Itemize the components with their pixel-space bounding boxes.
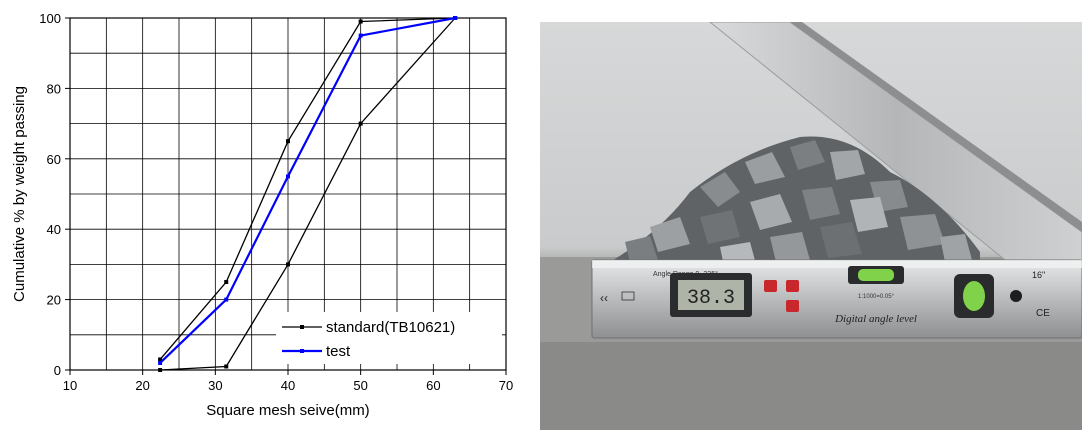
data-point-upper-bound (224, 280, 229, 284)
vertical-vial (963, 281, 985, 311)
x-axis-title: Square mesh seive(mm) (206, 402, 369, 419)
data-point-lower-bound (224, 364, 229, 369)
lcd-reading: 38.3 (687, 287, 735, 310)
series-line-measured (159, 16, 456, 364)
series-line-upper-bound (159, 17, 456, 360)
lcd-screen (678, 280, 744, 310)
battery-icon (621, 291, 635, 301)
y-tick-label: 100 (39, 11, 61, 26)
ruler-arm-edge (790, 22, 1082, 232)
mode-button (786, 300, 799, 312)
brand-text: Digital angle level (834, 313, 917, 325)
x-tick-label: 40 (281, 378, 295, 393)
y-axis-title: Cumulative % by weight passing (11, 86, 28, 302)
y-tick-label: 40 (47, 222, 61, 237)
grading-curve-chart: 10 20 30 40 50 60 70 0 20 40 60 80 100 Square mesh s… (0, 0, 530, 431)
legend-marker-standard (300, 325, 304, 329)
chart-svg: 10 20 30 40 50 60 70 0 20 40 60 80 100 Square mesh s… (11, 11, 513, 419)
legend-marker-test (300, 349, 304, 353)
zero-button (764, 280, 777, 292)
ticks-layer: 10 20 30 40 50 60 70 0 20 40 60 80 100 (39, 11, 513, 393)
chevron-left-icon: ‹‹ (600, 291, 608, 305)
legend: standard(TB10621) test (276, 312, 502, 364)
y-tick-label: 20 (47, 293, 61, 308)
floor-shadow (540, 342, 1082, 430)
data-point-measured (286, 174, 290, 179)
data-point-lower-bound (286, 262, 290, 267)
x-tick-label: 20 (135, 378, 149, 393)
accuracy-text: 1:1000=0.05° (858, 294, 895, 300)
digital-angle-level: Angle Range 0~225° 38.3 1:1000=0.05° Dig… (591, 259, 1083, 339)
x-tick-label: 50 (353, 378, 367, 393)
hold-button (786, 280, 799, 292)
data-point-upper-bound (158, 357, 163, 362)
data-point-measured (224, 297, 229, 302)
legend-label-standard: standard(TB10621) (326, 319, 455, 336)
aggregate-angle-photo: Angle Range 0~225° 38.3 1:1000=0.05° Dig… (540, 21, 1083, 430)
horizontal-vial (858, 269, 894, 281)
size-text: 16" (1032, 270, 1045, 280)
data-point-upper-bound (286, 139, 290, 144)
x-tick-label: 10 (63, 378, 77, 393)
photo-svg: Angle Range 0~225° 38.3 1:1000=0.05° Dig… (540, 21, 1083, 430)
data-point-measured (158, 360, 163, 365)
data-point-upper-bound (358, 19, 363, 24)
legend-label-test: test (326, 343, 351, 360)
ce-mark: CE (1036, 308, 1050, 319)
series-layer (158, 16, 458, 372)
y-tick-label: 80 (47, 81, 61, 96)
data-point-lower-bound (358, 121, 363, 126)
y-tick-label: 0 (54, 363, 61, 378)
data-point-measured (453, 16, 458, 20)
y-tick-label: 60 (47, 152, 61, 167)
data-point-measured (358, 33, 363, 38)
x-tick-label: 30 (208, 378, 222, 393)
x-tick-label: 60 (426, 378, 440, 393)
x-tick-label: 70 (499, 378, 513, 393)
legend-background (276, 312, 502, 364)
hole-icon (1010, 290, 1022, 302)
data-point-lower-bound (158, 368, 163, 372)
